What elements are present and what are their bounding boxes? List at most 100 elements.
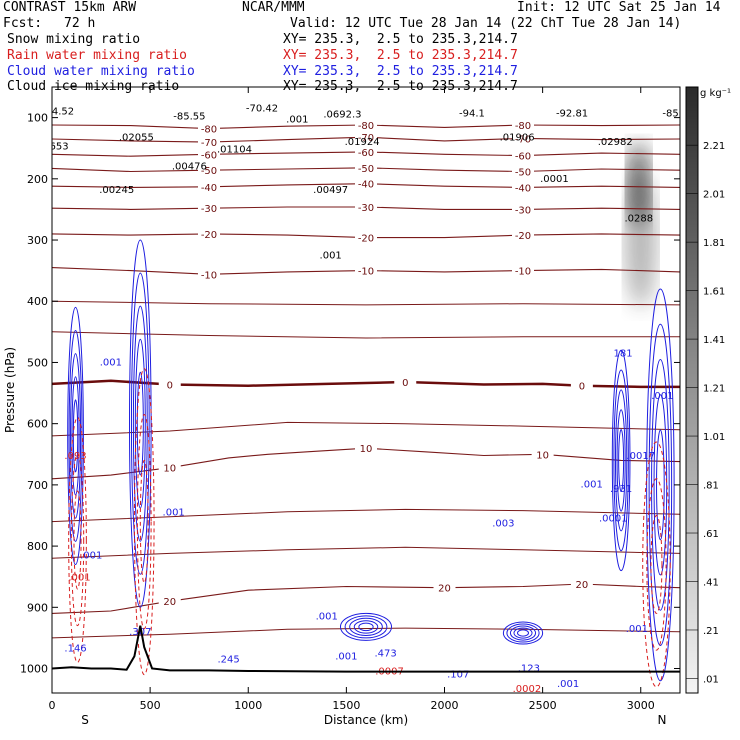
isotherm-label-7-0: -10 [201,270,217,281]
isotherm-label-1-2: -70 [515,134,531,145]
cloud-water-contour-3-3 [653,394,668,576]
isotherm-label-2-0: -60 [201,150,217,161]
contour-annotation-4: -92.81 [556,108,588,119]
isotherm-label-2-2: -60 [515,152,531,163]
cloud-water-contour-1-4 [136,371,144,476]
rain-water-contour-1-2 [139,459,149,584]
y-tick-label-8: 900 [27,601,48,614]
isotherm-label-bg [355,161,377,174]
contour-annotation-25: .001 [163,507,185,518]
south-end-label: S [81,713,89,727]
contour-annotation-8: .02055 [119,132,154,143]
isotherm-label-bg [198,180,220,193]
y-tick-label-4: 500 [27,356,48,369]
contour-annotation-34: .245 [217,654,239,665]
colorbar-label-7: .81 [703,481,719,492]
contour-annotation-39: .107 [447,670,469,681]
contour-annotation-43: .001 [651,391,673,402]
rain-water-contour-2-1 [646,478,667,651]
cloud-water-contour-1-2 [132,305,148,542]
isotherm-label-bg [512,132,534,145]
isotherm-label-bg [355,145,377,158]
rain-water-contour-0-1 [70,453,85,627]
isotherm-label-2-1: -60 [358,148,374,159]
field-rain-name: Rain water mixing ratio [7,48,188,63]
isotherm-label-bg [355,442,377,455]
y-tick-label-7: 800 [27,540,48,553]
y-tick-label-5: 600 [27,418,48,431]
isotherm-label-bg [531,448,554,461]
isotherm-label-bg [355,118,377,131]
isotherm-line-extra-4 [52,300,680,306]
isotherm-label-4-1: -40 [358,180,374,191]
x-axis-label: Distance (km) [324,713,408,727]
contour-annotation-28: .0001 [599,514,628,525]
isotherm-label-bg [570,578,593,591]
isotherm-label-1-0: -70 [201,138,217,149]
isotherm-label-bg [158,595,181,608]
isotherm-label-bg [198,202,220,215]
contour-annotation-16: .0001 [540,174,569,185]
isotherm-label-bg [512,203,534,216]
isotherm-label-bg [198,164,220,177]
contour-annotation-13: .00476 [172,162,207,173]
isotherm-line-extra-1 [52,508,680,523]
field-snow-name: Snow mixing ratio [7,32,141,47]
rain-water-contour-2-2 [650,514,663,614]
contour-annotation-1: -70.42 [246,103,278,114]
cloud-water-contour-3-1 [648,323,673,646]
cloud-water-contour-5-4 [517,629,529,637]
y-tick-label-9: 1000 [20,663,48,676]
isotherm-label-3-2: -50 [515,167,531,178]
isotherm-label-8-0: 0 [167,380,173,391]
isotherm-label-3-1: -50 [358,164,374,175]
isotherm-label-7-2: -10 [515,267,531,278]
contour-annotation-41: .0002 [513,684,542,695]
isotherm-label-bg [512,229,534,242]
contour-annotation-9: .01104 [217,144,252,155]
isotherm-label-9-1: 10 [360,444,373,455]
isotherm-label-9-2: 10 [536,450,549,461]
isotherm-label-7-1: -10 [358,267,374,278]
fcst-label: Fcst: [3,16,43,31]
colorbar-label-4: 1.41 [703,335,725,346]
contour-annotation-20: .001 [100,358,122,369]
cloud-water-contour-4-4 [358,622,374,632]
contour-annotation-24: .001 [68,572,90,583]
colorbar-label-8: .61 [703,529,719,540]
contour-annotation-7: .001 [286,115,308,126]
cloud-water-contour-1-0 [129,239,152,608]
isotherm-label-bg [570,379,593,392]
contour-annotation-17: .0288 [624,214,653,225]
fcst-value: 72 h [64,16,96,31]
isotherm-line-extra-5 [52,331,680,339]
isotherm-label-bg [198,148,220,161]
cloud-water-contour-0-0 [67,306,84,565]
contour-annotation-31: .001 [626,624,648,635]
isotherm-label-5-2: -30 [515,205,531,216]
contour-annotation-42: .001 [557,679,579,690]
north-end-label: N [658,713,667,727]
isotherm-line-extra-0 [52,421,680,437]
field-cloudwater-xy: XY= 235.3, 2.5 to 235.3,214.7 [283,64,518,79]
colorbar-label-6: 1.01 [703,432,725,443]
contour-annotation-27: .931 [610,484,632,495]
colorbar-label-2: 1.81 [703,238,725,249]
y-tick-label-0: 100 [27,112,48,125]
x-tick-label-0: 0 [49,699,56,712]
rain-water-contour-0-0 [68,417,87,663]
contour-annotation-26: .003 [492,519,514,530]
isotherm-label-bg [433,581,456,594]
isotherm-line-10 [52,583,680,614]
y-tick-label-6: 700 [27,479,48,492]
isotherm-line-extra-3 [52,627,680,639]
terrain-line [52,625,680,673]
snow-shading-1 [625,172,657,308]
y-tick-label-3: 400 [27,295,48,308]
isotherm-label-8-1: 0 [402,378,408,389]
contour-annotation-2: -85.55 [173,111,205,122]
isotherm-label-bg [198,136,220,149]
contour-annotation-35: .001 [316,612,338,623]
valid-time: Valid: 12 UTC Tue 28 Jan 14 (22 ChT Tue … [290,16,682,31]
x-tick-label-3: 1500 [332,699,360,712]
